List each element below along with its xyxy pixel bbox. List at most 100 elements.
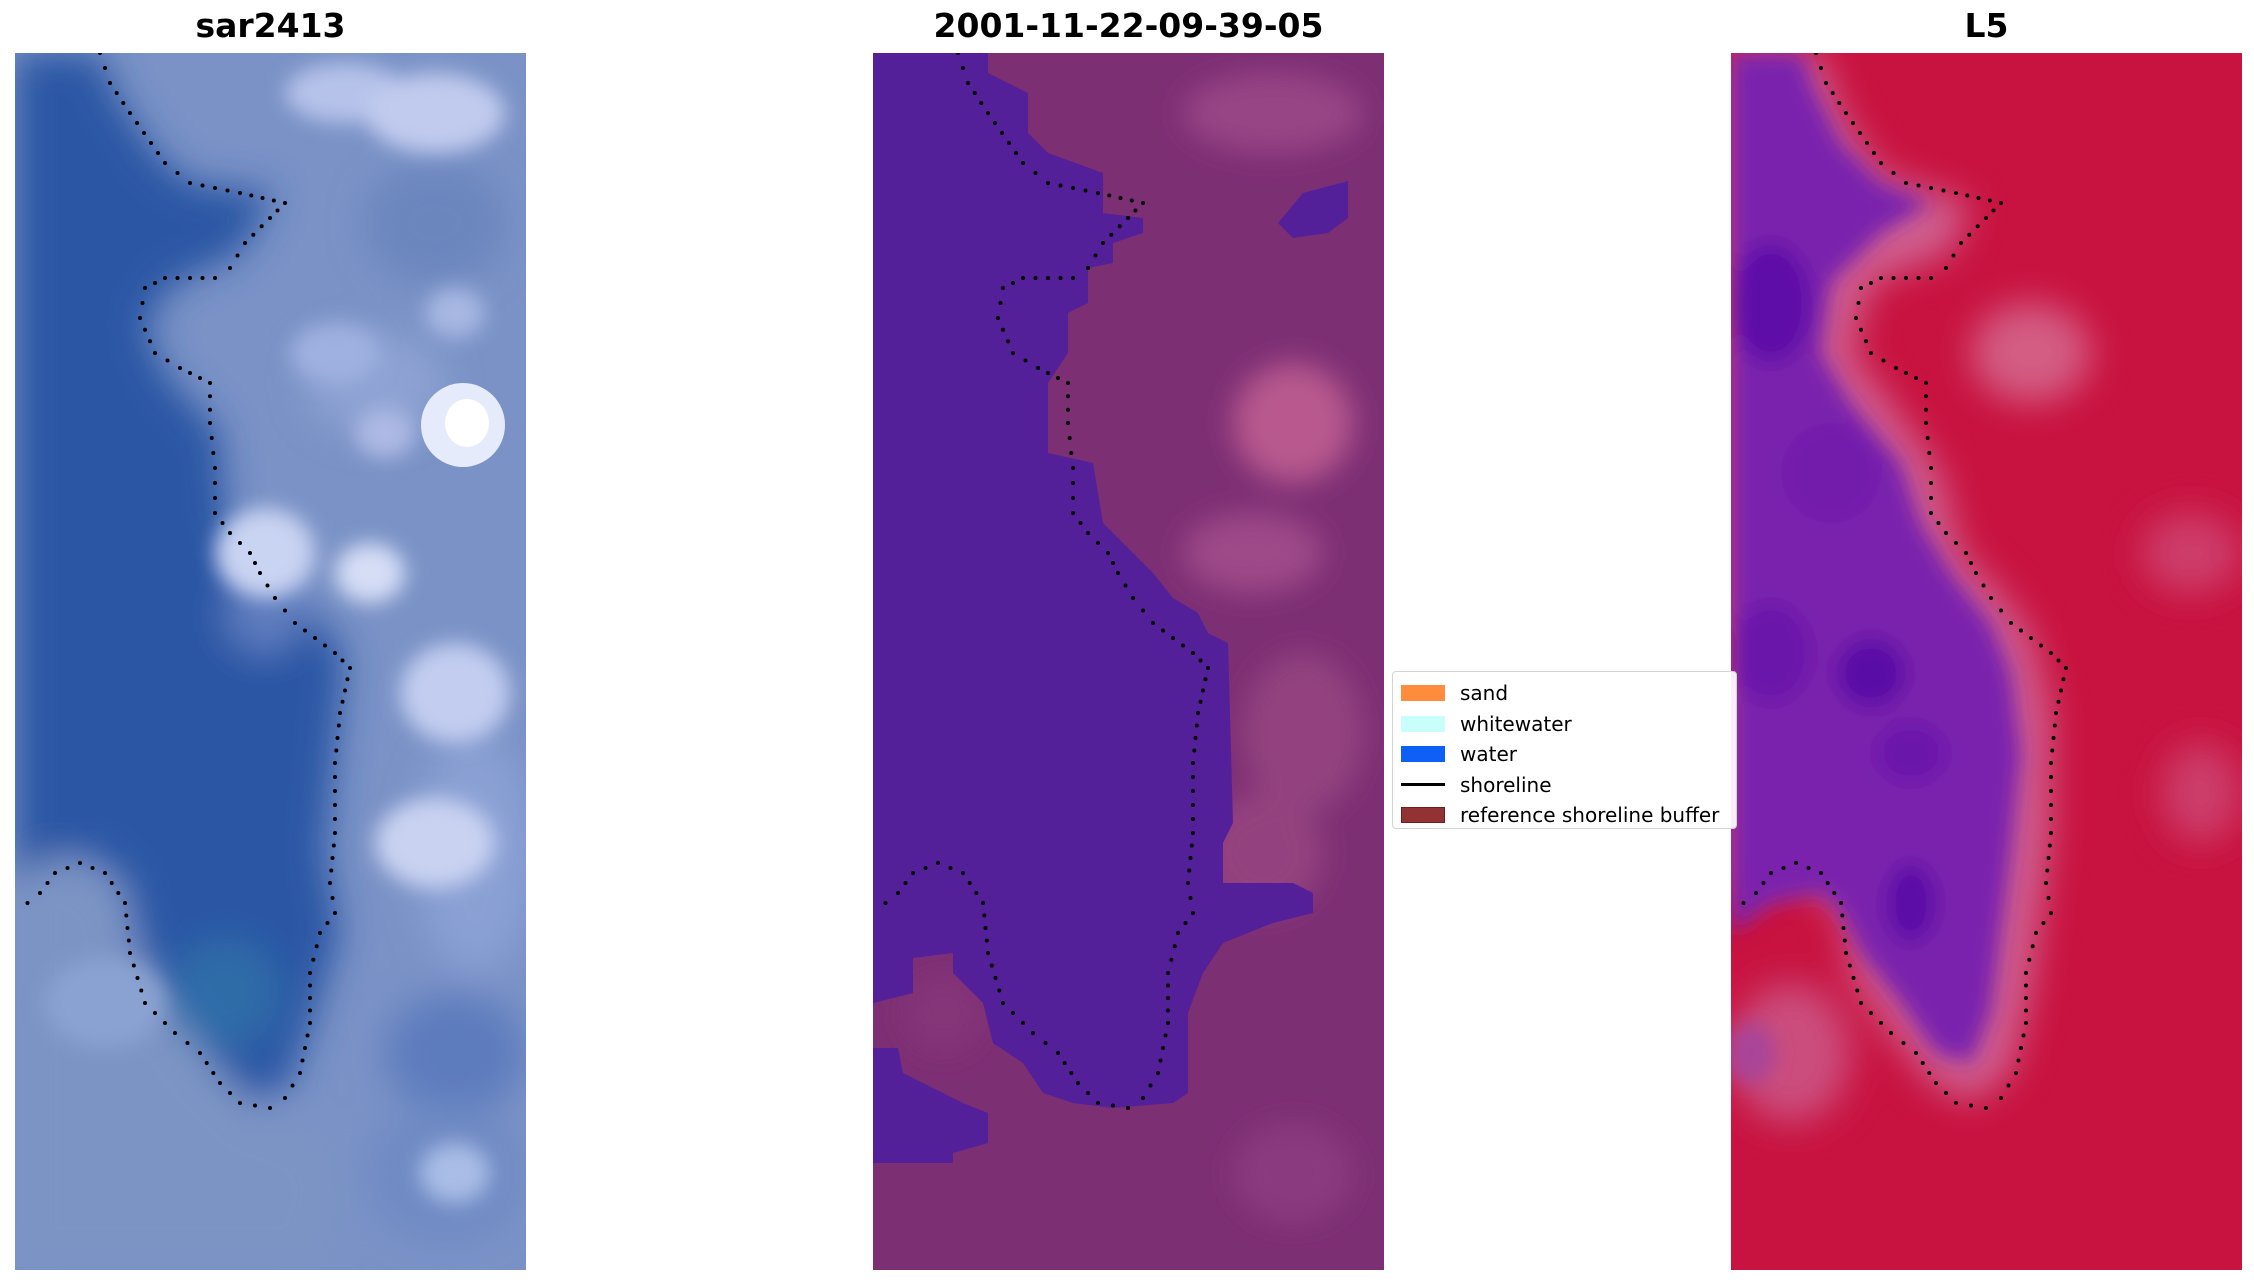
shoreline-dot <box>1066 381 1070 385</box>
shoreline-dot <box>982 913 987 918</box>
shoreline-dot <box>1869 1011 1873 1015</box>
shoreline-dot <box>1814 53 1818 55</box>
shoreline-dot <box>1066 394 1070 399</box>
shoreline-dot <box>1741 901 1746 905</box>
shoreline-dot <box>148 339 152 344</box>
shoreline-dot <box>1021 161 1025 165</box>
shoreline-dot <box>139 988 144 993</box>
shoreline-dot <box>1183 921 1188 925</box>
shoreline-dot <box>249 193 254 198</box>
shoreline-dot <box>981 901 985 905</box>
shoreline-dot <box>1954 1101 1958 1105</box>
shoreline-dot <box>1123 583 1128 588</box>
shoreline-dot <box>108 81 112 85</box>
shoreline-dot <box>2059 688 2063 693</box>
shoreline-dot <box>1071 186 1075 190</box>
ndwi-image <box>1731 53 2242 1270</box>
shoreline-dot <box>325 921 330 925</box>
shoreline-dot <box>330 896 335 900</box>
shoreline-dot <box>1944 1091 1948 1095</box>
shoreline-dot <box>1066 407 1070 412</box>
shoreline-dot <box>1954 191 1958 195</box>
shoreline-dot <box>178 366 182 370</box>
shoreline-dot <box>251 232 256 237</box>
shoreline-dot <box>2064 666 2068 670</box>
shoreline-dot <box>1929 276 1933 280</box>
shoreline-dot <box>1191 831 1195 835</box>
shoreline-dot <box>175 171 180 175</box>
shoreline-dot <box>2049 803 2053 807</box>
shoreline-dot <box>333 817 337 821</box>
shoreline-dot <box>1859 1001 1863 1005</box>
shoreline-dot <box>126 938 131 943</box>
shoreline-dot <box>98 53 102 55</box>
shoreline-dot <box>238 541 242 545</box>
shoreline-dot <box>163 161 167 165</box>
shoreline-dot <box>198 376 202 380</box>
whitewater-swatch <box>1401 715 1445 732</box>
shoreline-dot <box>2049 789 2053 793</box>
shoreline-dot <box>986 111 990 115</box>
shoreline-dot <box>123 901 127 905</box>
shoreline-dot <box>2044 881 2048 885</box>
shoreline-dot <box>1934 1081 1938 1085</box>
shoreline-overlay <box>25 53 352 1110</box>
shoreline-dot <box>1148 1083 1153 1088</box>
shoreline-dot <box>1058 276 1063 280</box>
shoreline-dot <box>235 253 240 258</box>
shoreline-dot <box>2047 843 2052 848</box>
shoreline-dot <box>2049 761 2053 765</box>
shoreline-dot <box>1844 951 1848 955</box>
shoreline-dot <box>1163 1033 1168 1038</box>
shoreline-dot <box>198 1051 202 1055</box>
shoreline-dot <box>213 276 217 280</box>
shoreline-dot <box>1191 803 1195 807</box>
shoreline-dot <box>1191 761 1195 765</box>
shoreline-dot <box>1111 561 1115 565</box>
shoreline-dot <box>333 761 337 765</box>
shoreline-dot <box>1769 871 1773 875</box>
shoreline-dot <box>1832 891 1837 895</box>
shoreline-dot <box>1925 436 1930 440</box>
shoreline-dot <box>228 531 232 535</box>
shoreline-dot <box>125 926 130 930</box>
shoreline-dot <box>997 988 1002 993</box>
shoreline-dot <box>989 963 994 968</box>
shoreline-dot <box>911 871 915 875</box>
shoreline-dot <box>1186 881 1190 885</box>
legend-item-whitewater: whitewater <box>1401 709 1736 740</box>
shoreline-dot <box>243 241 247 245</box>
shoreline-dot <box>1076 1081 1080 1085</box>
shoreline-dot <box>1904 276 1908 280</box>
shoreline-dot <box>1819 871 1823 875</box>
shoreline-dot <box>1854 316 1858 320</box>
shoreline-dot <box>1941 188 1946 193</box>
shoreline-dot <box>283 1096 287 1100</box>
shoreline-dot <box>225 188 230 193</box>
shoreline-dot <box>271 198 276 203</box>
panel-title-sar2413: sar2413 <box>195 6 346 45</box>
shoreline-dot <box>1894 366 1898 370</box>
shoreline-dot <box>38 891 42 895</box>
shoreline-dot <box>1984 1106 1988 1110</box>
water-swatch <box>1401 746 1445 763</box>
shoreline-dot <box>1856 301 1861 305</box>
shoreline-dot <box>45 881 50 885</box>
shoreline-dot <box>103 66 107 70</box>
shoreline-dot <box>1879 276 1883 280</box>
shoreline-dot <box>1201 688 1205 693</box>
shoreline-dot <box>303 1046 307 1050</box>
shoreline-dot <box>175 276 180 280</box>
shoreline-dot <box>211 1071 216 1075</box>
shoreline-dot <box>1141 608 1145 613</box>
shoreline-dot <box>283 608 287 613</box>
sand-swatch <box>1401 685 1445 702</box>
shoreline-dot <box>345 677 350 682</box>
shoreline-dot <box>1129 198 1134 203</box>
shoreline-dot <box>1901 1041 1906 1045</box>
shoreline-dot <box>1974 571 1978 575</box>
shoreline-dot <box>1824 81 1828 85</box>
shoreline-dot <box>1965 193 1970 198</box>
shoreline-dot <box>1181 643 1185 648</box>
shoreline-dot <box>2049 831 2053 835</box>
